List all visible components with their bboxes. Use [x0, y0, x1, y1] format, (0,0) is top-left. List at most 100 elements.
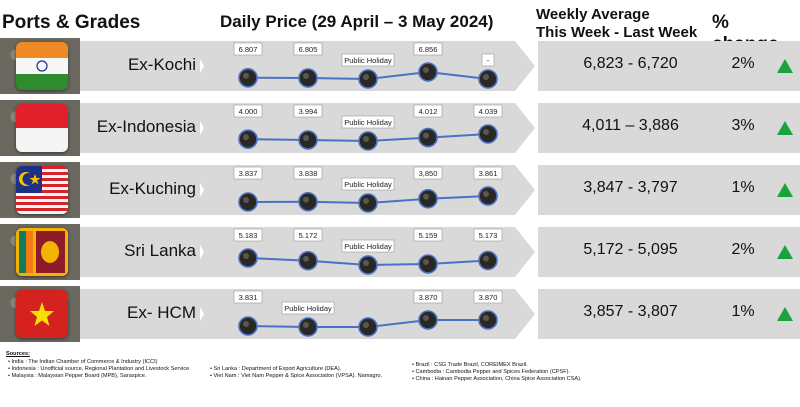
source-line: • Cambodia : Cambodia Pepper and Spices … [412, 369, 571, 375]
data-label-box [341, 239, 395, 253]
up-arrow-icon [777, 59, 793, 73]
pepper-texture [423, 193, 429, 200]
pepper-texture [363, 136, 369, 142]
port-band [80, 41, 200, 91]
weekly-average-value: 4,011 – 3,886 [582, 117, 679, 134]
data-label-box [293, 228, 323, 242]
data-label: 3.861 [479, 169, 498, 178]
source-line: • Brazil : CSG Trade Brazil, COREIMEX Br… [412, 362, 528, 368]
daily-price-chart: 3.831 Public Holiday 3.870 3.870 [190, 289, 535, 339]
up-arrow-icon [777, 121, 793, 135]
daily-price-chart: 5.183 5.172 Public Holiday 5.159 5.173 [190, 227, 535, 277]
data-label-box [473, 166, 503, 180]
data-label: 6.807 [239, 45, 258, 54]
header-daily-price: Daily Price (29 April – 3 May 2024) [220, 12, 494, 31]
port-band [80, 289, 200, 339]
pepper-texture [303, 73, 309, 79]
sources-column-2: • Sri Lanka : Department of Export Agric… [210, 366, 382, 380]
data-label: Public Holiday [344, 56, 392, 65]
data-label-box [481, 53, 495, 67]
port-name: Ex-Kochi [127, 55, 196, 74]
daily-price-chart: 6.807 6.805 Public Holiday 6.856 - [190, 41, 535, 91]
weekly-average-value: 3,857 - 3,807 [583, 303, 678, 320]
data-label-box [413, 104, 443, 118]
daily-price-chart: 4.000 3.994 Public Holiday 4.012 4.039 [190, 103, 535, 153]
pepper-texture [243, 197, 249, 203]
header-weekly-line1: Weekly Average [536, 6, 650, 23]
source-line: • India : The Indian Chamber of Commerce… [8, 359, 158, 365]
data-label-box [473, 290, 503, 304]
data-label-box [293, 104, 323, 118]
data-label-box [413, 228, 443, 242]
data-label: 4.012 [419, 107, 438, 116]
data-label-box [233, 290, 263, 304]
sources-block: Sources: [6, 351, 30, 358]
daily-price-chart: 3.837 3.838 Public Holiday 3,850 3.861 [190, 165, 535, 215]
port-name: Ex-Indonesia [96, 117, 196, 136]
pepper-background [0, 100, 80, 156]
data-label: Public Holiday [344, 242, 392, 251]
header-weekly-line2: This Week - Last Week [536, 24, 698, 41]
data-label: 3.838 [299, 169, 318, 178]
source-line: • Indonesia : Unofficial source, Regiona… [8, 366, 191, 372]
data-label: Public Holiday [344, 180, 392, 189]
data-label: 3.837 [239, 169, 258, 178]
port-band [80, 103, 200, 153]
data-label: 5.159 [419, 231, 438, 240]
data-label: 3.994 [299, 107, 318, 116]
average-band [538, 41, 723, 91]
data-label-box [413, 42, 443, 56]
port-name: Sri Lanka [124, 241, 196, 260]
data-label: Public Holiday [284, 304, 332, 313]
data-label: 6.856 [419, 45, 438, 54]
pepper-texture [303, 135, 309, 141]
data-label: Public Holiday [344, 118, 392, 127]
sources-column-1: • India : The Indian Chamber of Commerce… [8, 359, 191, 380]
data-label: 3,850 [419, 169, 438, 178]
pepper-texture [243, 321, 249, 327]
up-arrow-icon [777, 307, 793, 321]
port-band [80, 165, 200, 215]
data-label-box [473, 104, 503, 118]
source-line: • China : Hainan Pepper Association, Chi… [412, 376, 582, 382]
pct-change-value: 1% [731, 179, 755, 196]
pepper-background [0, 162, 80, 218]
pepper-texture [363, 260, 369, 266]
source-line: • Malaysia : Malaysian Pepper Board (MPB… [8, 373, 147, 379]
data-label-box [341, 115, 395, 129]
header-ports: Ports & Grades [2, 12, 141, 33]
pct-change-value: 3% [731, 117, 755, 134]
pepper-texture [243, 253, 249, 259]
data-label: 3.870 [479, 293, 498, 302]
up-arrow-icon [777, 183, 793, 197]
data-label: 6.805 [299, 45, 318, 54]
table-row: 3.831 Public Holiday 3.870 3.870 Ex- HCM 3,85… [0, 286, 800, 342]
malaysia-flag [16, 166, 68, 214]
data-label: 5.172 [299, 231, 318, 240]
average-band [538, 103, 723, 153]
data-label-box [293, 166, 323, 180]
table-row: 4.000 3.994 Public Holiday 4.012 4.039 Ex-Ind… [0, 100, 800, 156]
data-label-box [233, 166, 263, 180]
average-band [538, 227, 723, 277]
data-label: 4.000 [239, 107, 258, 116]
data-label-box [281, 301, 335, 315]
table-row: 5.183 5.172 Public Holiday 5.159 5.173 Sri La… [0, 224, 800, 280]
pepper-texture [423, 67, 429, 73]
pct-change-value: 2% [731, 55, 755, 72]
sri-lanka-flag [16, 228, 68, 276]
india-flag [16, 42, 68, 90]
port-band [80, 227, 200, 277]
pepper-texture [363, 74, 369, 80]
up-arrow-icon [777, 245, 793, 259]
pepper-texture [483, 315, 489, 321]
indonesia-flag [16, 104, 68, 152]
pepper-texture [423, 315, 429, 321]
pepper-texture [303, 255, 309, 262]
pepper-background [0, 38, 80, 94]
pepper-texture [243, 134, 249, 141]
weekly-average-value: 6,823 - 6,720 [583, 55, 678, 72]
data-label-box [473, 228, 503, 242]
pepper-texture [243, 72, 249, 79]
table-row: 6.807 6.805 Public Holiday 6.856 - Ex-Kochi 6,… [0, 38, 800, 94]
